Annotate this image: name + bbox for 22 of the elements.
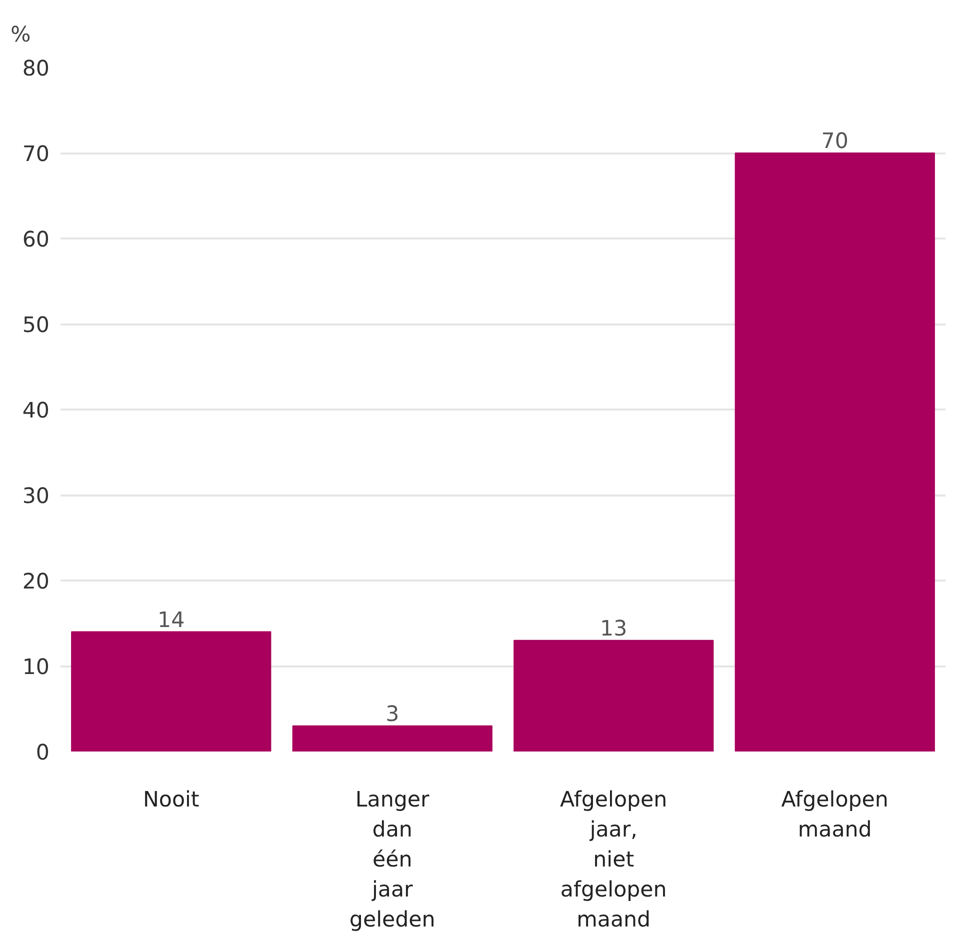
y-tick-label: 0 [36, 740, 50, 766]
y-tick-label: 70 [22, 142, 50, 167]
y-tick-label: 10 [22, 655, 50, 680]
x-tick-label: Nooit [142, 788, 200, 812]
bar [734, 152, 935, 752]
y-tick-label: 40 [22, 398, 50, 424]
bar [514, 640, 714, 752]
data-label: 13 [600, 616, 628, 642]
y-axis-title: % [10, 22, 31, 48]
bar [71, 631, 272, 752]
y-tick-label: 30 [22, 484, 50, 509]
data-label: 14 [158, 608, 185, 633]
x-tick-label: Langer dan één jaar geleden [349, 788, 436, 932]
x-tick-label: Afgelopen maand [781, 788, 888, 842]
y-tick-label: 20 [22, 570, 50, 594]
x-tick-label: Afgelopen jaar, niet afgelopen maand [560, 788, 668, 932]
y-tick-label: 80 [22, 56, 50, 82]
y-tick-label: 50 [22, 313, 50, 338]
data-label: 70 [821, 129, 848, 154]
y-tick-label: 60 [22, 228, 50, 252]
data-label: 3 [386, 702, 400, 727]
bar [292, 725, 492, 752]
